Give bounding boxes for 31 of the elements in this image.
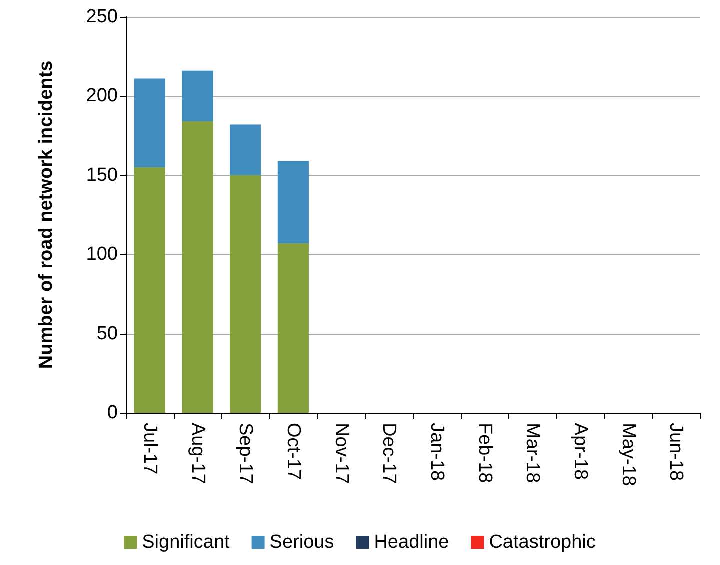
bar (230, 124, 262, 176)
x-tick-label: Aug-17 (187, 423, 208, 484)
legend-label: Headline (374, 532, 450, 553)
x-tick-label: Apr-18 (570, 423, 591, 480)
y-tick-label: 150 (86, 164, 118, 186)
bar (182, 122, 214, 413)
bar (278, 161, 309, 244)
legend-label: Serious (270, 532, 334, 553)
y-axis-title: Number of road network incidents (36, 60, 57, 370)
bar (134, 78, 166, 168)
bar (182, 70, 214, 122)
x-tick-label: Jan-18 (426, 423, 448, 482)
y-tick-label: 0 (107, 402, 118, 424)
legend-label: Significant (142, 532, 231, 553)
x-tick-label: Feb-18 (474, 423, 496, 484)
y-tick-label: 50 (96, 323, 118, 344)
bar (134, 167, 166, 413)
x-tick-label: May-18 (618, 423, 639, 486)
legend-label: Catastrophic (489, 532, 596, 553)
y-tick-label: 100 (86, 244, 118, 266)
bar (278, 244, 309, 413)
y-tick-label: 250 (86, 6, 118, 28)
x-tick-label: Oct-17 (282, 423, 304, 480)
bar (230, 175, 262, 413)
x-tick-label: Sep-17 (235, 423, 256, 484)
x-tick-label: Dec-17 (378, 423, 400, 484)
y-tick-label: 200 (86, 86, 118, 107)
x-tick-label: Mar-18 (522, 423, 544, 484)
x-tick-label: Jun-18 (666, 423, 687, 482)
x-tick-label: Jul-17 (139, 423, 160, 475)
x-tick-label: Nov-17 (330, 423, 352, 484)
